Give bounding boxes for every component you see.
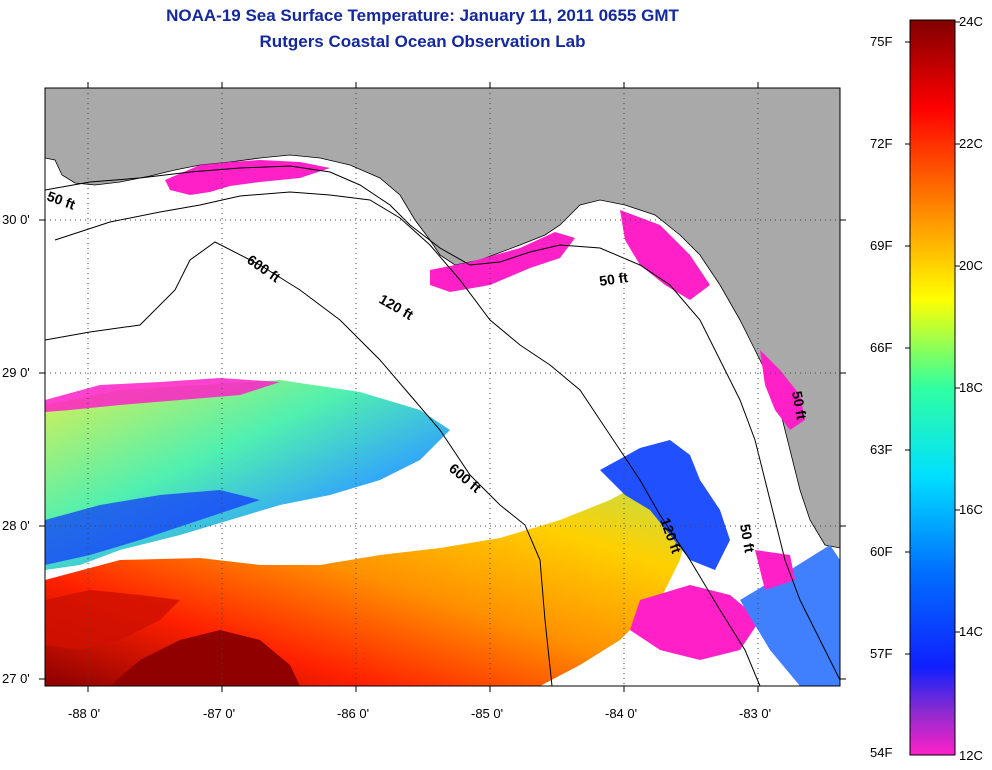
colorbar-f-label: 54F (870, 745, 893, 760)
lon-tick-label: -88 0' (68, 706, 101, 721)
lat-tick-label: 30 0' (2, 212, 30, 227)
contour-120ft (54, 191, 761, 686)
colorbar-c-label: 22C (959, 136, 983, 151)
map-title: NOAA-19 Sea Surface Temperature: January… (166, 6, 679, 25)
colorbar-f-label: 72F (870, 136, 893, 151)
colorbar-c-label: 18C (959, 380, 983, 395)
contour-label: 50 ft (598, 269, 629, 289)
contour-label: 50 ft (737, 523, 758, 554)
colorbar-c-label: 14C (959, 624, 983, 639)
colorbar-c-label: 12C (959, 748, 983, 763)
colorbar-f-label: 66F (870, 340, 893, 355)
colorbar-f-label: 57F (870, 646, 893, 661)
lon-tick-label: -86 0' (337, 706, 370, 721)
lon-tick-label: -83 0' (739, 706, 772, 721)
lon-tick-label: -87 0' (203, 706, 236, 721)
tick-marks (39, 82, 846, 692)
colorbar-c-label: 20C (959, 258, 983, 273)
colorbar-c-label: 16C (959, 502, 983, 517)
colorbar-f-label: 60F (870, 544, 893, 559)
colorbar-ticks (905, 21, 960, 655)
contour-50ft (45, 165, 840, 681)
contour-600ft (45, 241, 553, 686)
lat-tick-label: 29 0' (2, 365, 30, 380)
colorbar-f-label: 63F (870, 442, 893, 457)
map-frame (44, 87, 841, 687)
colorbar (909, 19, 956, 756)
lon-tick-label: -84 0' (605, 706, 638, 721)
colorbar-f-label: 69F (870, 238, 893, 253)
lat-tick-label: 28 0' (2, 518, 30, 533)
warm-water (45, 470, 700, 686)
lon-tick-label: -85 0' (471, 706, 504, 721)
coastal-cold-water (165, 160, 330, 195)
colorbar-c-label: 24C (959, 14, 983, 29)
contour-label: 50 ft (789, 390, 810, 421)
lat-tick-label: 27 0' (2, 671, 30, 686)
map-subtitle: Rutgers Coastal Ocean Observation Lab (259, 32, 586, 51)
colorbar-f-label: 75F (870, 34, 893, 49)
